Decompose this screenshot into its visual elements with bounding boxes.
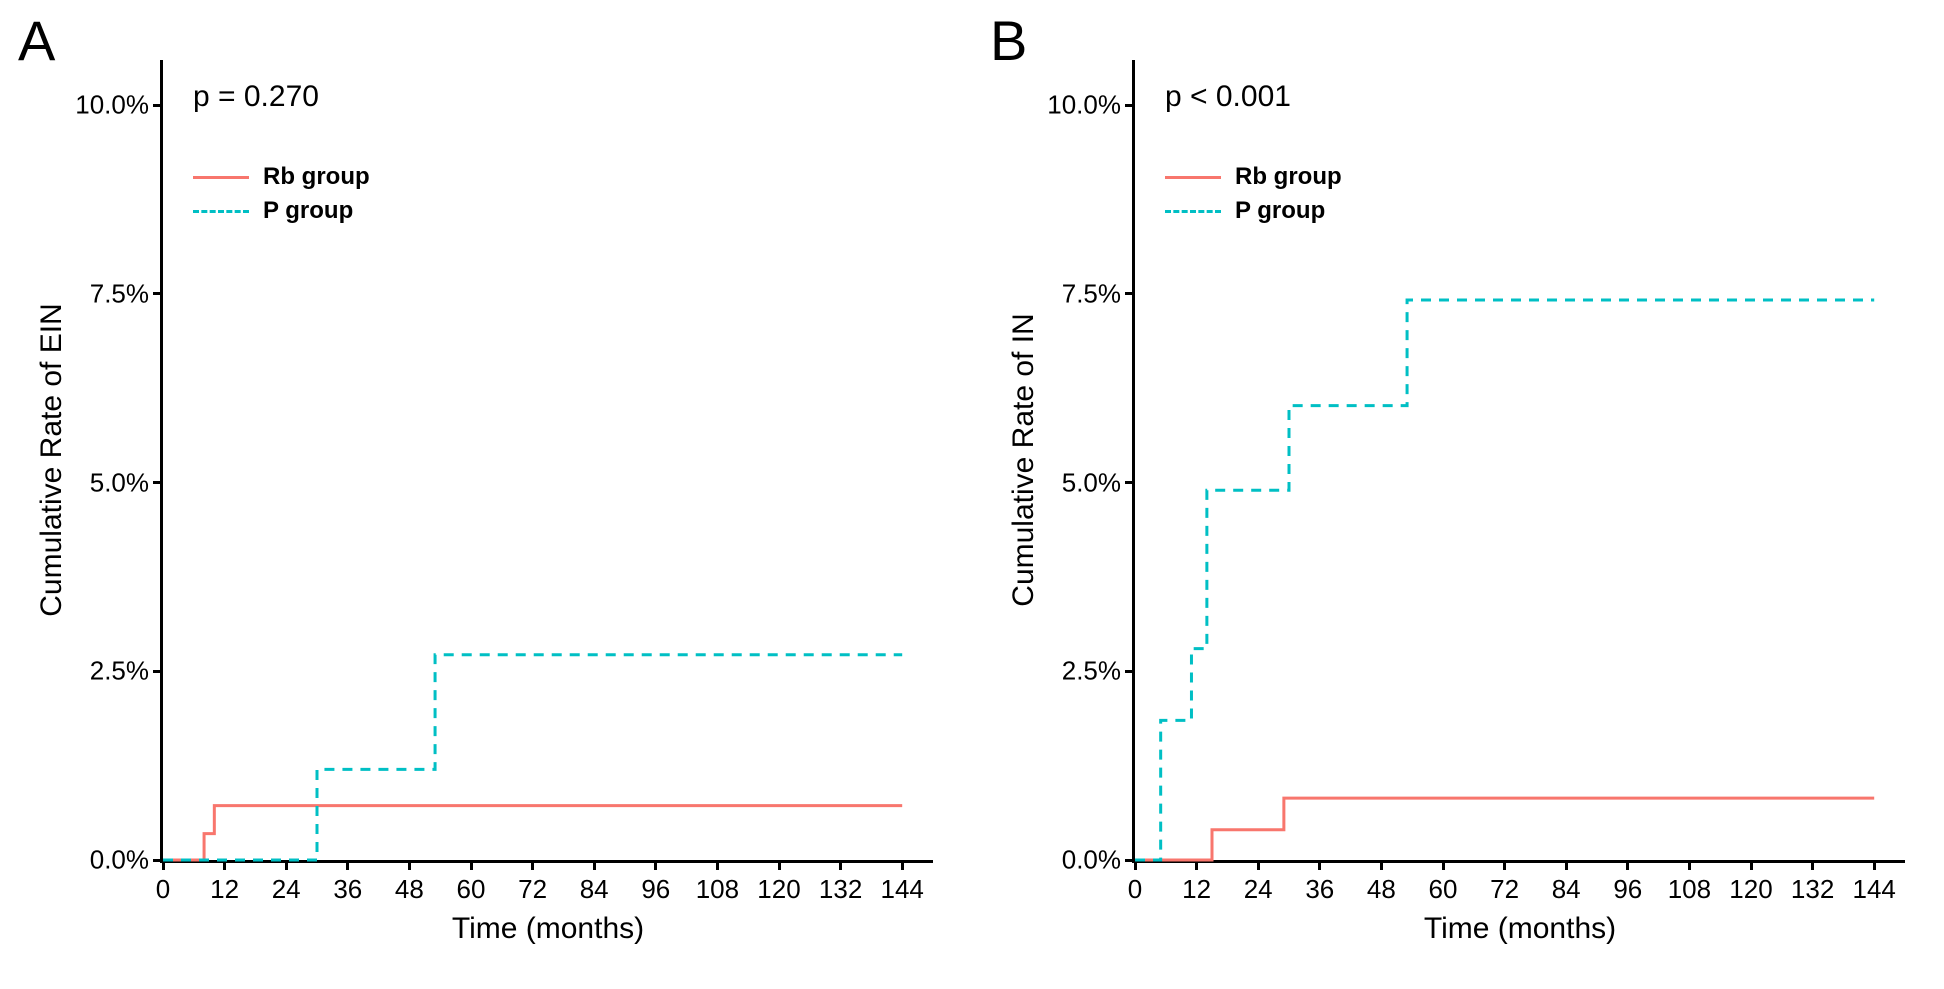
series-line-rb: [163, 806, 902, 860]
x-tick-label: 48: [1367, 874, 1396, 905]
x-tick-mark: [1565, 860, 1568, 870]
y-tick-mark: [1125, 104, 1135, 107]
series-line-rb: [1135, 798, 1874, 860]
x-tick-mark: [1873, 860, 1876, 870]
x-tick-label: 84: [580, 874, 609, 905]
x-tick-label: 144: [1852, 874, 1895, 905]
y-tick-mark: [153, 104, 163, 107]
x-tick-label: 108: [1668, 874, 1711, 905]
y-tick-label: 0.0%: [90, 845, 149, 876]
series-layer: [1135, 60, 1905, 860]
panel-letter: A: [18, 8, 55, 73]
y-tick-label: 5.0%: [1062, 467, 1121, 498]
panel-letter: B: [990, 8, 1027, 73]
x-tick-label: 12: [210, 874, 239, 905]
panel-A: A0.0%2.5%5.0%7.5%10.0%012243648607284961…: [0, 0, 972, 989]
x-tick-mark: [716, 860, 719, 870]
y-tick-label: 5.0%: [90, 467, 149, 498]
x-tick-label: 108: [696, 874, 739, 905]
x-tick-label: 96: [641, 874, 670, 905]
x-tick-mark: [839, 860, 842, 870]
x-tick-label: 0: [156, 874, 170, 905]
x-tick-mark: [1626, 860, 1629, 870]
x-tick-label: 36: [333, 874, 362, 905]
y-tick-label: 2.5%: [1062, 656, 1121, 687]
x-tick-mark: [1503, 860, 1506, 870]
x-axis-label: Time (months): [1424, 912, 1616, 946]
x-tick-mark: [408, 860, 411, 870]
y-axis-label: Cumulative Rate of EIN: [35, 303, 69, 616]
y-tick-label: 7.5%: [1062, 278, 1121, 309]
y-tick-mark: [153, 670, 163, 673]
x-tick-label: 24: [1244, 874, 1273, 905]
y-tick-mark: [1125, 481, 1135, 484]
x-tick-label: 72: [518, 874, 547, 905]
y-tick-mark: [153, 481, 163, 484]
x-tick-label: 36: [1305, 874, 1334, 905]
plot-area: 0.0%2.5%5.0%7.5%10.0%0122436486072849610…: [160, 60, 933, 863]
x-tick-mark: [1442, 860, 1445, 870]
x-tick-mark: [1688, 860, 1691, 870]
x-tick-label: 72: [1490, 874, 1519, 905]
x-tick-label: 48: [395, 874, 424, 905]
x-tick-label: 120: [1729, 874, 1772, 905]
x-axis-label: Time (months): [452, 912, 644, 946]
y-tick-mark: [1125, 670, 1135, 673]
x-tick-mark: [1257, 860, 1260, 870]
y-axis-label: Cumulative Rate of IN: [1007, 313, 1041, 606]
y-tick-label: 7.5%: [90, 278, 149, 309]
x-tick-label: 24: [272, 874, 301, 905]
y-tick-mark: [1125, 292, 1135, 295]
plot-area: 0.0%2.5%5.0%7.5%10.0%0122436486072849610…: [1132, 60, 1905, 863]
series-line-p: [163, 655, 902, 860]
x-tick-mark: [285, 860, 288, 870]
y-tick-label: 2.5%: [90, 656, 149, 687]
x-tick-mark: [593, 860, 596, 870]
series-layer: [163, 60, 933, 860]
x-tick-label: 60: [1429, 874, 1458, 905]
panel-B: B0.0%2.5%5.0%7.5%10.0%012243648607284961…: [972, 0, 1944, 989]
x-tick-label: 144: [880, 874, 923, 905]
x-tick-label: 12: [1182, 874, 1211, 905]
x-tick-mark: [1318, 860, 1321, 870]
x-tick-label: 132: [819, 874, 862, 905]
x-tick-mark: [1811, 860, 1814, 870]
x-tick-label: 0: [1128, 874, 1142, 905]
x-tick-mark: [531, 860, 534, 870]
x-tick-mark: [778, 860, 781, 870]
y-tick-label: 0.0%: [1062, 845, 1121, 876]
x-tick-label: 96: [1613, 874, 1642, 905]
x-tick-label: 132: [1791, 874, 1834, 905]
x-tick-mark: [1750, 860, 1753, 870]
x-tick-mark: [470, 860, 473, 870]
x-tick-mark: [901, 860, 904, 870]
x-tick-mark: [1380, 860, 1383, 870]
x-tick-label: 60: [457, 874, 486, 905]
y-tick-label: 10.0%: [75, 90, 149, 121]
y-tick-label: 10.0%: [1047, 90, 1121, 121]
y-tick-mark: [153, 292, 163, 295]
series-line-p: [1135, 300, 1874, 860]
x-tick-mark: [654, 860, 657, 870]
x-tick-label: 84: [1552, 874, 1581, 905]
x-tick-mark: [346, 860, 349, 870]
x-tick-label: 120: [757, 874, 800, 905]
